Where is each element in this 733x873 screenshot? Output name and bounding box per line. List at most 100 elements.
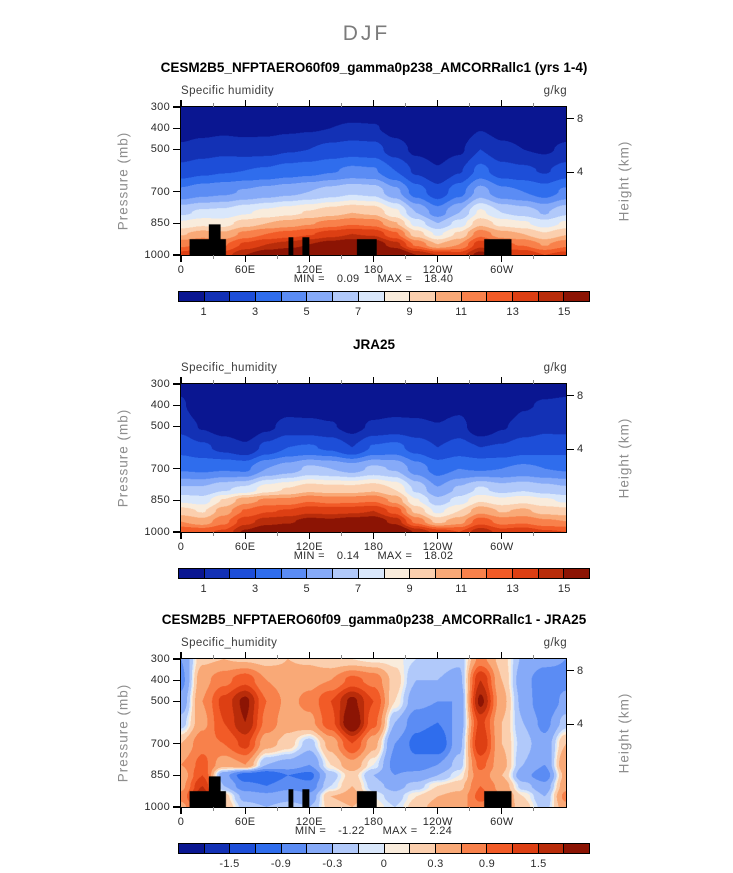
pressure-tick — [173, 700, 181, 702]
colorbar-tick-label: 7 — [355, 583, 362, 595]
x-minor-tick-top — [405, 103, 407, 107]
x-tick-label: 60W — [490, 541, 514, 553]
x-tick-label: 60E — [234, 816, 256, 828]
colorbar-segment — [409, 569, 435, 578]
colorbar-tick-label: 5 — [303, 583, 310, 595]
panel-title: CESM2B5_NFPTAERO60f09_gamma0p238_AMCORRa… — [161, 612, 587, 627]
minmax-annotation: MIN = -1.22 MAX = 2.24 — [180, 825, 567, 837]
contour-plot: Pressure (mb) Height (km) 0 60E 120E 180 120… — [116, 652, 632, 828]
x-minor-tick — [405, 807, 407, 811]
colorbar-tick-label: 3 — [252, 583, 259, 595]
pressure-tick — [173, 658, 181, 660]
colorbar-segment — [460, 569, 487, 578]
contour-field-canvas — [181, 659, 566, 807]
pressure-tick-label: 400 — [150, 399, 170, 412]
x-major-tick-top — [437, 652, 439, 659]
pressure-tick — [173, 222, 181, 224]
pressure-tick-label: 700 — [150, 737, 170, 750]
min-label: MIN = — [294, 825, 327, 837]
x-minor-tick — [212, 255, 214, 259]
pressure-tick — [173, 499, 181, 501]
pressure-tick — [173, 806, 181, 808]
colorbar-tick-label: 1.5 — [530, 858, 547, 870]
x-minor-tick — [533, 532, 535, 536]
x-major-tick — [244, 255, 246, 262]
pressure-tick — [173, 404, 181, 406]
x-tick-label: 120E — [295, 816, 323, 828]
colorbar — [178, 568, 590, 579]
colorbar-segment — [332, 844, 358, 853]
pressure-tick-label: 300 — [150, 653, 170, 665]
x-minor-tick-top — [340, 380, 342, 384]
x-minor-tick — [469, 532, 471, 536]
min-label: MIN = — [293, 273, 325, 285]
height-tick — [566, 171, 574, 173]
colorbar-segment — [486, 569, 512, 578]
colorbar-segment — [383, 844, 410, 853]
x-minor-tick-top — [340, 103, 342, 107]
colorbar-segment — [434, 844, 461, 853]
x-minor-tick-top — [212, 380, 214, 384]
colorbar-tick-label: 7 — [355, 306, 362, 318]
x-minor-tick-top — [212, 655, 214, 659]
colorbar-segment — [486, 844, 512, 853]
pressure-tick — [173, 679, 181, 681]
colorbar-labels: 1 3 5 7 9 11 13 15 — [178, 583, 590, 596]
colorbar-segment — [563, 569, 589, 578]
colorbar-segment — [511, 844, 538, 853]
x-minor-tick-top — [405, 655, 407, 659]
minmax-annotation: MIN = 0.14 MAX = 18.02 — [180, 550, 567, 562]
pressure-tick — [173, 190, 181, 193]
x-minor-tick — [405, 255, 407, 259]
units-label: g/kg — [543, 637, 567, 649]
colorbar-segment — [460, 292, 487, 301]
x-major-tick-top — [308, 100, 310, 107]
x-major-tick — [180, 255, 182, 262]
pressure-tick-label: 700 — [150, 185, 170, 198]
colorbar-tick-label: 1 — [200, 306, 207, 318]
colorbar-segment — [280, 569, 307, 578]
x-minor-tick-top — [469, 655, 471, 659]
colorbar-segment — [229, 292, 256, 301]
contour-plot: Pressure (mb) Height (km) 0 60E 120E 180 120… — [116, 100, 632, 276]
colorbar-segment — [357, 292, 384, 301]
min-value: 0.09 — [336, 273, 360, 285]
x-tick-label: 120E — [295, 541, 323, 553]
colorbar-segment — [537, 292, 564, 301]
colorbar-tick-label: 3 — [252, 306, 259, 318]
height-tick-label: 8 — [577, 664, 584, 677]
x-tick-label: 0 — [177, 264, 185, 276]
units-label: g/kg — [543, 85, 567, 97]
pressure-tick-label: 300 — [150, 378, 170, 390]
x-major-tick — [501, 255, 503, 262]
max-value: 18.02 — [424, 550, 454, 562]
x-minor-tick — [212, 532, 214, 536]
x-major-tick — [501, 807, 503, 814]
x-major-tick-top — [244, 652, 246, 659]
x-minor-tick — [276, 532, 278, 536]
x-tick-label: 60E — [234, 541, 256, 553]
colorbar-segment — [203, 569, 230, 578]
colorbar-segment — [434, 569, 461, 578]
colorbar-tick-label: 0.9 — [478, 858, 496, 870]
colorbar-segment — [229, 844, 256, 853]
min-value: 0.14 — [336, 550, 360, 562]
colorbar-segment — [255, 844, 281, 853]
pressure-tick-label: 400 — [150, 674, 170, 687]
pressure-tick-label: 850 — [150, 769, 170, 782]
x-major-tick — [437, 532, 439, 539]
max-label: MAX = — [377, 273, 413, 285]
height-tick-label: 8 — [577, 389, 584, 402]
max-label: MAX = — [377, 550, 413, 562]
x-minor-tick — [212, 807, 214, 811]
colorbar-segment — [280, 292, 307, 301]
panel-subtitle-row: Specific humidity g/kg — [0, 85, 733, 100]
height-tick-label: 8 — [577, 112, 584, 125]
x-major-tick-top — [372, 100, 375, 107]
pressure-tick-label: 1000 — [144, 526, 170, 538]
colorbar-tick-label: 9 — [406, 306, 413, 318]
colorbar-segment — [229, 569, 256, 578]
colorbar-segment — [409, 844, 435, 853]
x-major-tick-top — [372, 652, 375, 659]
x-minor-tick-top — [276, 103, 278, 107]
